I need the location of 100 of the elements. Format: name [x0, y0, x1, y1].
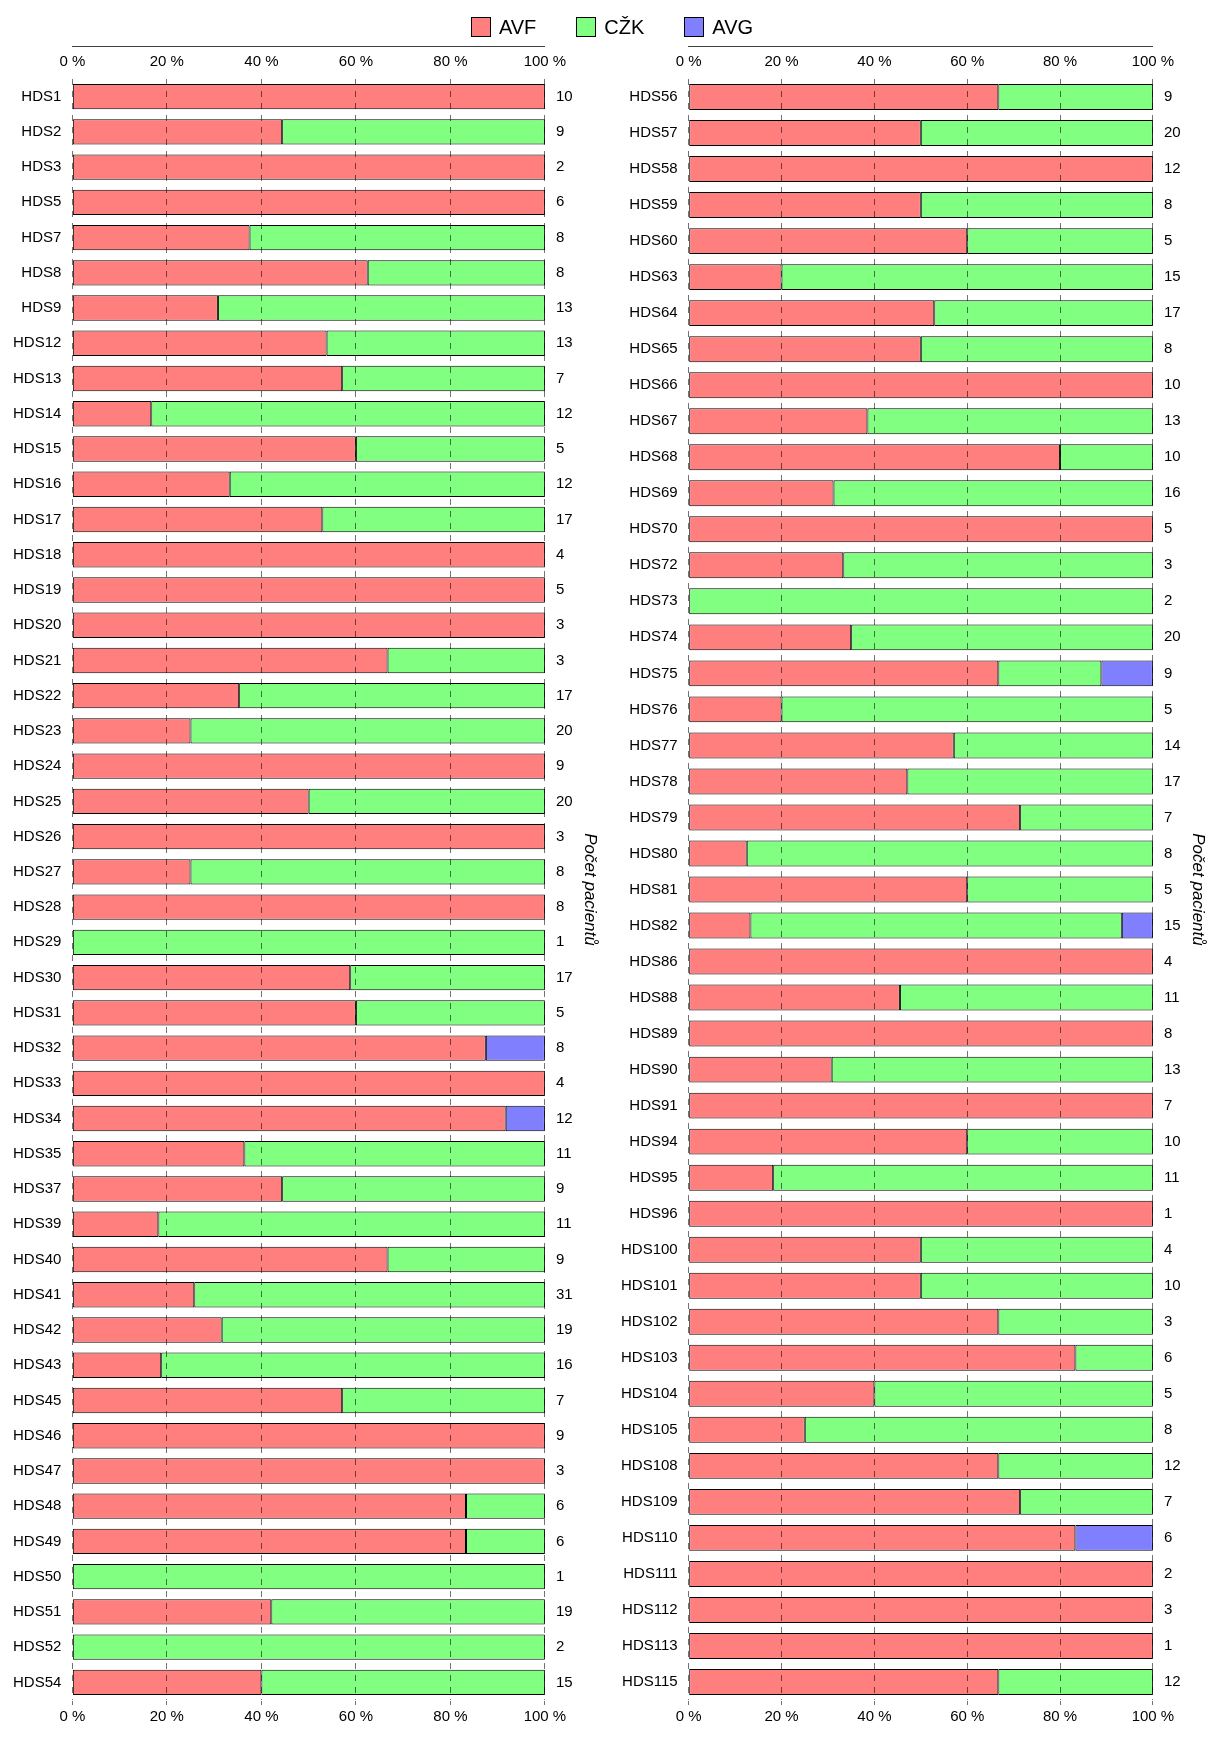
y-tick-label: HDS31 [13, 1002, 62, 1020]
x2-tick-label: 80 % [1042, 52, 1078, 70]
y-tick-label: HDS30 [13, 967, 62, 985]
x-tick-label: 20 % [764, 1707, 799, 1725]
x2-tick-label: 20 % [764, 52, 799, 70]
y2-tick-label: 16 [555, 1355, 573, 1373]
y2-tick-label: 4 [1163, 1239, 1173, 1257]
y-tick-label: HDS39 [13, 1214, 62, 1232]
x-tick-label: 0 % [59, 1707, 86, 1725]
y2-tick-label: 19 [555, 1320, 573, 1338]
y-tick-label: HDS43 [13, 1355, 62, 1373]
y2-tick-label: 12 [555, 1108, 573, 1126]
y-tick-label: HDS15 [13, 439, 62, 457]
y2-tick-label: 8 [1163, 1419, 1173, 1437]
y-tick-label: HDS21 [13, 650, 62, 668]
y-tick-label: HDS25 [13, 791, 62, 809]
y2-tick-label: 10 [1163, 1275, 1181, 1293]
y-tick-label: HDS94 [629, 1131, 678, 1149]
y-tick-label: HDS29 [13, 932, 62, 950]
y2-tick-label: 10 [1163, 1131, 1181, 1149]
y2-tick-label: 20 [555, 791, 573, 809]
y2-tick-label: 1 [1163, 1203, 1173, 1221]
y-tick-label: HDS69 [629, 483, 678, 501]
y2-tick-label: 5 [555, 580, 565, 598]
y2-tick-label: 6 [555, 1531, 565, 1549]
y-tick-label: HDS54 [13, 1672, 62, 1690]
y2-tick-label: 10 [1163, 375, 1181, 393]
x-tick-label: 20 % [149, 1707, 184, 1725]
y2-tick-label: 9 [555, 122, 565, 139]
y-tick-label: HDS60 [629, 231, 678, 249]
text: AVF [498, 15, 537, 39]
y2-tick-label: 3 [1163, 555, 1173, 573]
y-tick-label: HDS79 [629, 807, 678, 825]
y2-tick-label: 8 [555, 227, 565, 245]
y-tick-label: HDS65 [629, 339, 678, 357]
y-tick-label: HDS33 [13, 1073, 62, 1091]
y2-tick-label: 20 [1163, 123, 1181, 141]
y-tick-label: HDS40 [13, 1249, 62, 1267]
y-tick-label: HDS13 [13, 368, 62, 386]
y-tick-label: HDS105 [620, 1419, 678, 1437]
y2-tick-label: 7 [1163, 1492, 1173, 1510]
y-tick-label: HDS50 [13, 1566, 62, 1584]
y2-tick-label: 3 [1163, 1311, 1173, 1329]
y-tick-label: HDS104 [620, 1383, 678, 1401]
x2-tick-label: 40 % [857, 52, 892, 70]
y-tick-label: HDS76 [629, 699, 678, 717]
y-tick-label: HDS41 [13, 1284, 62, 1302]
y2-tick-label: 4 [1163, 951, 1173, 969]
y2-tick-label: 1 [555, 1566, 565, 1584]
x2-tick-label: 0 % [675, 52, 702, 70]
y2-tick-label: 4 [555, 1073, 565, 1091]
y2-tick-label: 5 [1163, 1383, 1173, 1401]
y2-tick-label: 3 [555, 826, 565, 844]
y2-tick-label: 5 [1163, 699, 1173, 717]
y2-tick-label: 13 [1163, 411, 1181, 429]
y2-tick-label: 20 [1163, 627, 1181, 645]
y2-tick-label: 13 [1163, 1059, 1181, 1077]
legend-label: AVG [712, 15, 754, 39]
y2-tick-label: 8 [555, 1038, 565, 1056]
y-tick-label: HDS45 [13, 1390, 62, 1408]
y2-tick-label: 9 [555, 756, 565, 774]
y2-tick-label: 12 [1163, 1456, 1181, 1473]
x2-tick-label: 100 % [523, 52, 567, 70]
y2-tick-label: 7 [555, 368, 565, 386]
y2-tick-label: 1 [555, 932, 565, 950]
y2-tick-label: 7 [555, 1390, 565, 1408]
y2-tick-label: 20 [555, 721, 573, 739]
y-tick-label: HDS100 [620, 1239, 678, 1257]
y2-tick-label: 6 [1163, 1347, 1173, 1365]
y2-axis-title: Počet pacientů [581, 833, 601, 947]
y-tick-label: HDS70 [629, 519, 678, 537]
y-tick-label: HDS75 [629, 663, 678, 681]
y-tick-label: HDS37 [13, 1179, 62, 1197]
x-tick-label: 60 % [338, 1707, 373, 1725]
y-tick-label: HDS23 [13, 721, 62, 739]
y-tick-label: HDS113 [622, 1636, 678, 1654]
y-tick-label: HDS42 [13, 1320, 62, 1338]
y-tick-label: HDS68 [629, 447, 678, 465]
x-tick-label: 100 % [1131, 1707, 1175, 1725]
y2-tick-label: 3 [555, 1461, 565, 1479]
y2-tick-label: 3 [555, 615, 565, 633]
y-tick-label: HDS47 [13, 1461, 62, 1479]
y-tick-label: HDS95 [629, 1167, 678, 1185]
y-tick-label: HDS52 [13, 1637, 62, 1655]
y-tick-label: HDS64 [629, 303, 678, 321]
x2-tick-label: 40 % [244, 52, 279, 70]
y-tick-label: HDS88 [629, 987, 678, 1005]
y2-tick-label: 11 [555, 1214, 572, 1232]
y2-tick-label: 3 [1163, 1600, 1173, 1618]
y2-tick-label: 2 [1163, 1564, 1173, 1582]
y2-tick-label: 10 [555, 86, 573, 104]
y-tick-label: HDS112 [622, 1600, 678, 1618]
y2-tick-label: 6 [1163, 1528, 1173, 1546]
x-tick-label: 100 % [523, 1707, 567, 1725]
y-tick-label: HDS14 [13, 403, 62, 421]
y-tick-label: HDS102 [620, 1311, 678, 1329]
y2-tick-label: 5 [1163, 231, 1173, 249]
y2-tick-label: 15 [555, 1672, 573, 1690]
y-tick-label: HDS51 [13, 1602, 62, 1620]
y-tick-label: HDS19 [13, 580, 62, 598]
